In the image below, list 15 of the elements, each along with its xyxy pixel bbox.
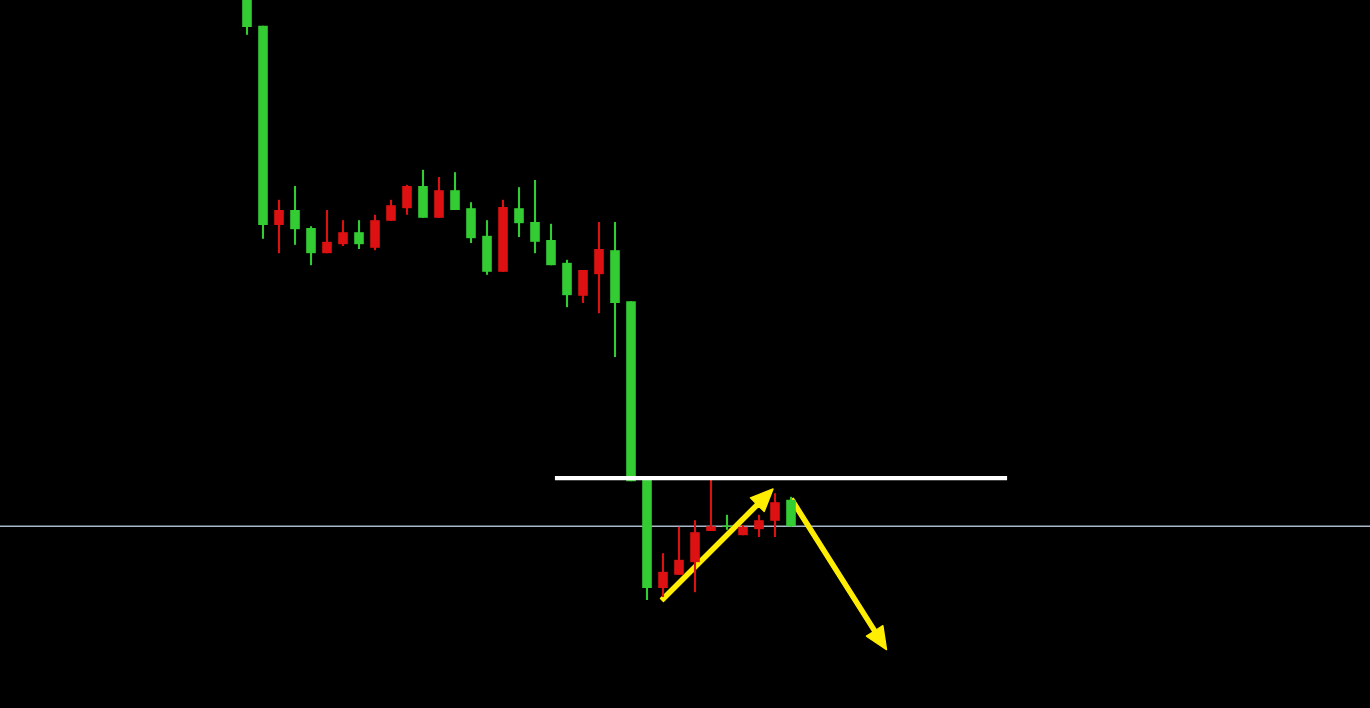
candlestick (386, 198, 396, 222)
candlestick (770, 492, 780, 539)
candlestick (354, 219, 364, 251)
candlestick (530, 178, 540, 255)
candlestick (338, 219, 348, 248)
candlestick (706, 478, 716, 533)
candlestick (274, 198, 284, 255)
candlestick (674, 525, 684, 576)
candlestick (402, 183, 412, 216)
candlestick (290, 184, 300, 246)
candlestick (450, 171, 460, 212)
candlestick (322, 208, 332, 255)
candlestick (658, 552, 668, 599)
candlestick (514, 186, 524, 239)
candlestick (754, 513, 764, 539)
